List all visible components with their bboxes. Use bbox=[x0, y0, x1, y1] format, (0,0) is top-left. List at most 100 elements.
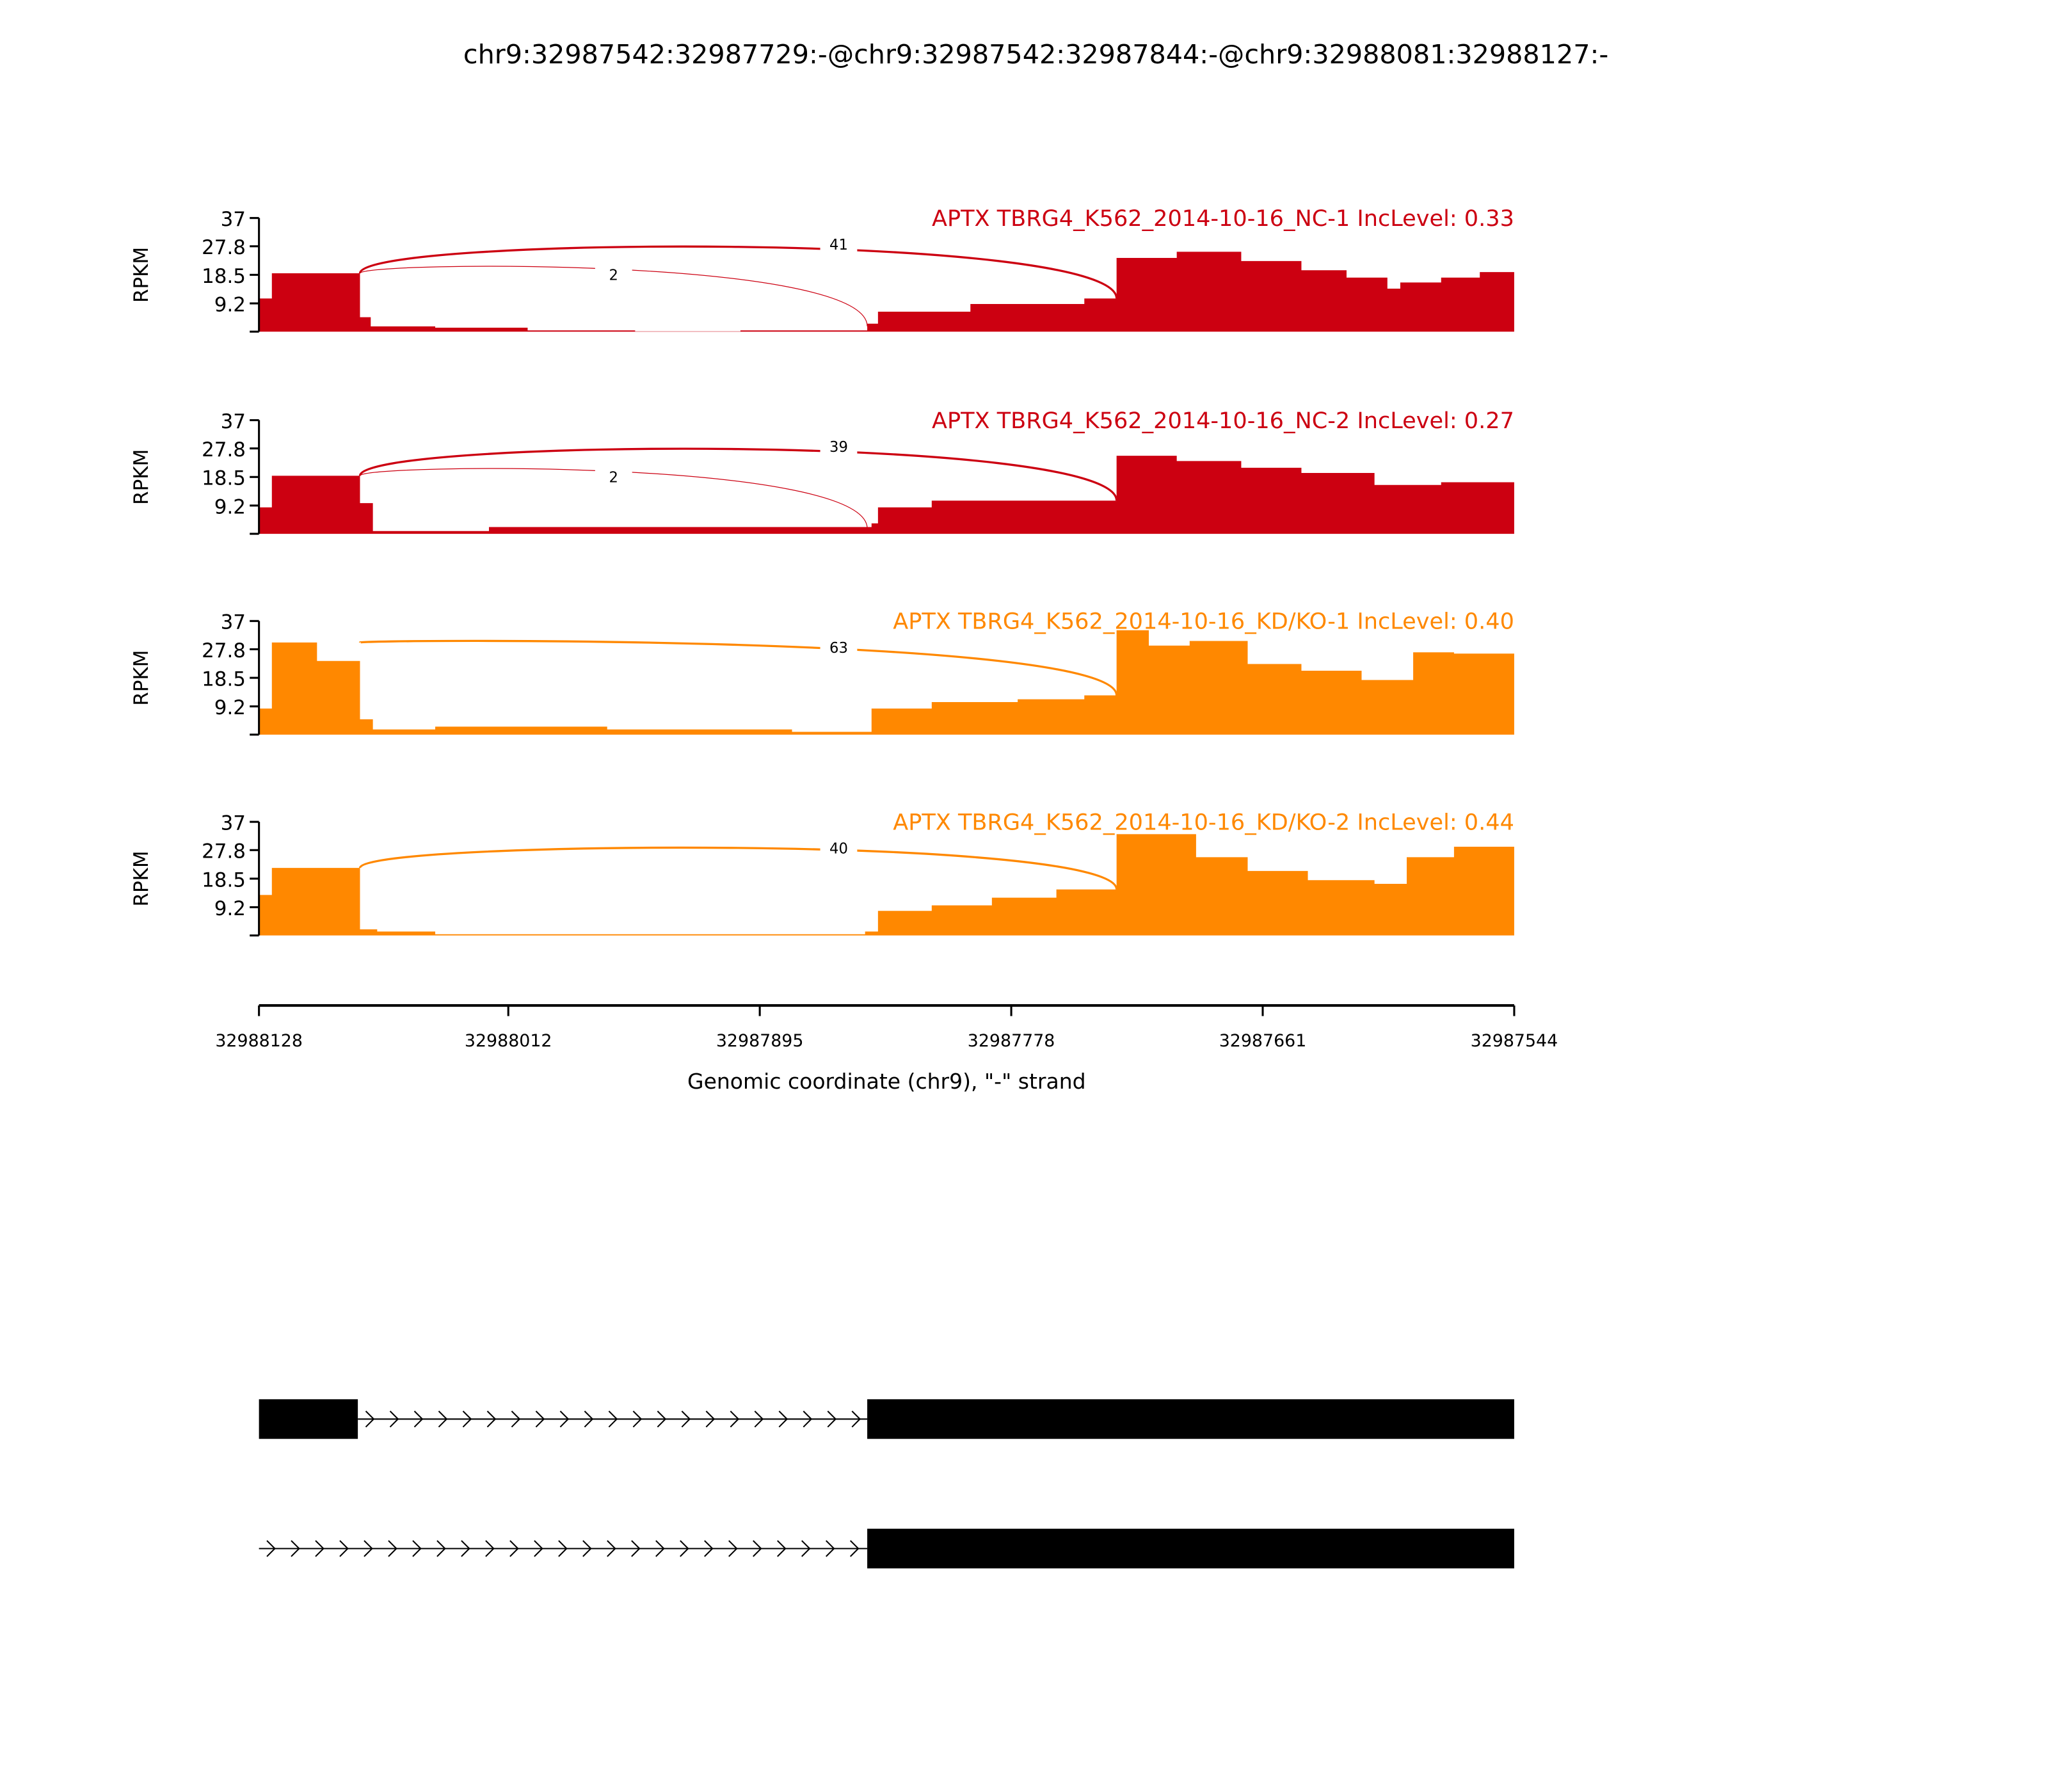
junction-count: 40 bbox=[829, 841, 848, 858]
y-axis-label: RPKM bbox=[130, 650, 153, 706]
sample-label: APTX TBRG4_K562_2014-10-16_NC-2 IncLevel… bbox=[932, 408, 1514, 434]
strand-arrow-icon bbox=[754, 1411, 764, 1428]
strand-arrow-icon bbox=[608, 1411, 618, 1428]
strand-arrow-icon bbox=[461, 1540, 470, 1557]
y-tick-label: 18.5 bbox=[202, 265, 246, 288]
strand-arrow-icon bbox=[582, 1540, 592, 1557]
track-panel: 37 27.8 18.5 9.2 RPKM APTX TBRG4_K562_2014-10… bbox=[130, 205, 1514, 333]
coverage-area bbox=[259, 630, 1514, 735]
x-tick-label: 32987778 bbox=[968, 1031, 1055, 1051]
coverage-area bbox=[259, 252, 1514, 332]
y-tick-label: 9.2 bbox=[214, 495, 246, 518]
junction-label-bg bbox=[595, 463, 632, 488]
gene-model bbox=[259, 1399, 1514, 1439]
junction-arc bbox=[358, 846, 1118, 890]
strand-arrow-icon bbox=[462, 1411, 472, 1428]
strand-arrow-icon bbox=[705, 1411, 716, 1428]
y-axis-label: RPKM bbox=[130, 449, 153, 505]
strand-arrow-icon bbox=[801, 1540, 811, 1557]
junction-label-bg bbox=[820, 231, 858, 255]
junction-arc bbox=[358, 447, 1118, 501]
y-tick-label: 9.2 bbox=[214, 293, 246, 316]
strand-arrow-icon bbox=[485, 1540, 495, 1557]
strand-arrow-icon bbox=[778, 1411, 788, 1428]
strand-arrow-icon bbox=[364, 1540, 373, 1557]
coverage-area bbox=[259, 456, 1514, 534]
strand-arrow-icon bbox=[704, 1540, 714, 1557]
strand-arrow-icon bbox=[436, 1540, 446, 1557]
strand-arrow-icon bbox=[657, 1411, 667, 1428]
strand-arrow-icon bbox=[486, 1411, 497, 1428]
strand-arrow-icon bbox=[315, 1540, 324, 1557]
strand-arrow-icon bbox=[632, 1411, 643, 1428]
strand-arrow-icon bbox=[851, 1411, 861, 1428]
y-tick-label: 37 bbox=[221, 611, 246, 634]
strand-arrow-icon bbox=[753, 1540, 762, 1557]
x-axis: 32988128 32988012 32987895 32987778 32987661… bbox=[215, 1004, 1558, 1051]
x-axis-label: Genomic coordinate (chr9), "-" strand bbox=[687, 1069, 1086, 1094]
y-tick-label: 9.2 bbox=[214, 897, 246, 920]
y-tick-label: 37 bbox=[221, 410, 246, 433]
strand-arrow-icon bbox=[655, 1540, 665, 1557]
x-tick-label: 32987544 bbox=[1471, 1031, 1558, 1051]
y-tick-label: 18.5 bbox=[202, 467, 246, 490]
strand-arrow-icon bbox=[607, 1540, 616, 1557]
track-panel: 37 27.8 18.5 9.2 RPKM APTX TBRG4_K562_2014-10… bbox=[130, 609, 1514, 736]
junction-count: 63 bbox=[829, 640, 848, 657]
strand-arrow-icon bbox=[365, 1411, 375, 1428]
gene-models bbox=[259, 1399, 1514, 1569]
gene-model bbox=[259, 1528, 1514, 1569]
x-tick-label: 32988012 bbox=[465, 1031, 552, 1051]
sample-label: APTX TBRG4_K562_2014-10-16_KD/KO-2 IncLe… bbox=[893, 810, 1514, 836]
y-tick-label: 18.5 bbox=[202, 668, 246, 691]
x-tick-label: 32988128 bbox=[215, 1031, 303, 1051]
y-axis-label: RPKM bbox=[130, 851, 153, 906]
junction-arc bbox=[358, 245, 1118, 299]
exon-block bbox=[259, 1399, 358, 1439]
junction-label-bg bbox=[820, 433, 858, 458]
strand-arrow-icon bbox=[730, 1411, 740, 1428]
strand-arrow-icon bbox=[728, 1540, 738, 1557]
strand-arrow-icon bbox=[803, 1411, 813, 1428]
junction-label-bg bbox=[595, 261, 632, 285]
exon-block bbox=[867, 1399, 1514, 1439]
y-tick-label: 18.5 bbox=[202, 868, 246, 892]
strand-arrow-icon bbox=[339, 1540, 349, 1557]
strand-arrow-icon bbox=[827, 1411, 837, 1428]
y-tick-label: 27.8 bbox=[202, 639, 246, 662]
y-axis-label: RPKM bbox=[130, 247, 153, 303]
strand-arrow-icon bbox=[291, 1540, 300, 1557]
chart-title: chr9:32987542:32987729:-@chr9:32987542:3… bbox=[463, 39, 1608, 70]
strand-arrow-icon bbox=[266, 1540, 276, 1557]
strand-arrow-icon bbox=[584, 1411, 594, 1428]
junction-count: 2 bbox=[609, 470, 618, 486]
y-tick-label: 37 bbox=[221, 208, 246, 231]
y-tick-label: 9.2 bbox=[214, 696, 246, 719]
junction-count: 41 bbox=[829, 237, 848, 253]
sample-label: APTX TBRG4_K562_2014-10-16_KD/KO-1 IncLe… bbox=[893, 609, 1514, 635]
strand-arrow-icon bbox=[509, 1540, 519, 1557]
y-tick-label: 27.8 bbox=[202, 236, 246, 259]
sample-label: APTX TBRG4_K562_2014-10-16_NC-1 IncLevel… bbox=[932, 205, 1514, 232]
coverage-area bbox=[259, 834, 1514, 936]
strand-arrow-icon bbox=[388, 1540, 397, 1557]
strand-arrow-icon bbox=[535, 1411, 545, 1428]
strand-arrow-icon bbox=[511, 1411, 521, 1428]
strand-arrow-icon bbox=[826, 1540, 835, 1557]
junction-label-bg bbox=[820, 835, 858, 859]
track-panel: 37 27.8 18.5 9.2 RPKM APTX TBRG4_K562_2014-10… bbox=[130, 810, 1514, 937]
strand-arrow-icon bbox=[438, 1411, 448, 1428]
strand-arrow-icon bbox=[849, 1540, 860, 1557]
junction-arc bbox=[358, 639, 1118, 696]
strand-arrow-icon bbox=[413, 1411, 424, 1428]
strand-arrow-icon bbox=[777, 1540, 787, 1557]
track-panel: 37 27.8 18.5 9.2 RPKM APTX TBRG4_K562_2014-10… bbox=[130, 408, 1514, 535]
strand-arrow-icon bbox=[680, 1540, 689, 1557]
strand-arrow-icon bbox=[681, 1411, 691, 1428]
y-tick-label: 27.8 bbox=[202, 840, 246, 863]
x-tick-label: 32987661 bbox=[1219, 1031, 1307, 1051]
junction-label-bg bbox=[820, 634, 858, 659]
strand-arrow-icon bbox=[558, 1540, 568, 1557]
strand-arrow-icon bbox=[559, 1411, 570, 1428]
